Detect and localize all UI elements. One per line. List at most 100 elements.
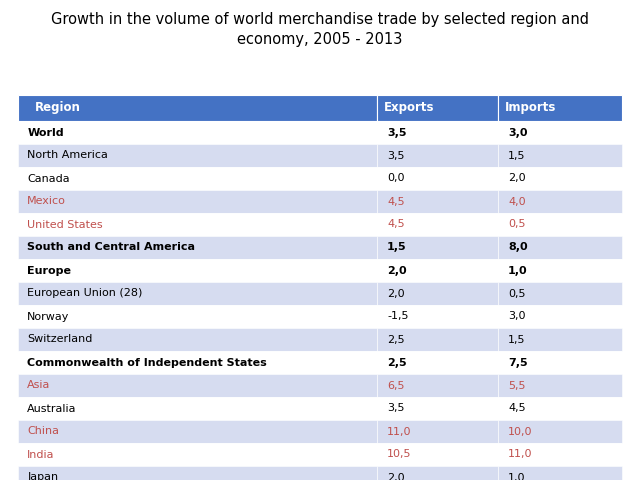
Bar bbox=[498, 420, 622, 443]
Text: 0,5: 0,5 bbox=[508, 219, 525, 229]
Bar bbox=[498, 95, 622, 121]
Bar bbox=[378, 121, 498, 144]
Text: 7,5: 7,5 bbox=[508, 358, 528, 368]
Text: Region: Region bbox=[35, 101, 80, 115]
Text: 1,5: 1,5 bbox=[508, 335, 525, 345]
Bar bbox=[498, 397, 622, 420]
Text: 10,0: 10,0 bbox=[508, 427, 532, 436]
Bar bbox=[498, 374, 622, 397]
Bar bbox=[18, 144, 378, 167]
Bar bbox=[378, 167, 498, 190]
Text: Switzerland: Switzerland bbox=[27, 335, 93, 345]
Bar bbox=[378, 213, 498, 236]
Bar bbox=[378, 328, 498, 351]
Bar bbox=[498, 443, 622, 466]
Bar bbox=[18, 282, 378, 305]
Bar bbox=[18, 351, 378, 374]
Bar bbox=[18, 305, 378, 328]
Text: 4,5: 4,5 bbox=[387, 196, 404, 206]
Bar bbox=[378, 305, 498, 328]
Text: 6,5: 6,5 bbox=[387, 381, 404, 391]
Text: Asia: Asia bbox=[27, 381, 51, 391]
Text: 11,0: 11,0 bbox=[387, 427, 412, 436]
Text: 3,5: 3,5 bbox=[387, 151, 404, 160]
Text: Japan: Japan bbox=[27, 472, 58, 480]
Text: India: India bbox=[27, 449, 54, 459]
Text: 0,5: 0,5 bbox=[508, 288, 525, 299]
Text: Europe: Europe bbox=[27, 265, 71, 276]
Bar bbox=[378, 95, 498, 121]
Bar bbox=[498, 305, 622, 328]
Bar bbox=[498, 213, 622, 236]
Text: North America: North America bbox=[27, 151, 108, 160]
Bar bbox=[498, 236, 622, 259]
Bar bbox=[378, 351, 498, 374]
Text: 1,5: 1,5 bbox=[508, 151, 525, 160]
Text: 4,5: 4,5 bbox=[508, 404, 525, 413]
Bar bbox=[18, 167, 378, 190]
Bar bbox=[498, 282, 622, 305]
Text: -1,5: -1,5 bbox=[387, 312, 408, 322]
Bar bbox=[18, 121, 378, 144]
Bar bbox=[378, 420, 498, 443]
Text: Norway: Norway bbox=[27, 312, 70, 322]
Bar bbox=[378, 144, 498, 167]
Text: Mexico: Mexico bbox=[27, 196, 66, 206]
Bar bbox=[378, 374, 498, 397]
Text: Australia: Australia bbox=[27, 404, 77, 413]
Text: 10,5: 10,5 bbox=[387, 449, 412, 459]
Bar bbox=[18, 236, 378, 259]
Text: United States: United States bbox=[27, 219, 103, 229]
Bar bbox=[378, 443, 498, 466]
Text: 1,0: 1,0 bbox=[508, 472, 525, 480]
Bar bbox=[378, 259, 498, 282]
Bar bbox=[18, 420, 378, 443]
Text: China: China bbox=[27, 427, 59, 436]
Bar bbox=[18, 95, 378, 121]
Bar bbox=[498, 259, 622, 282]
Bar bbox=[498, 144, 622, 167]
Text: 0,0: 0,0 bbox=[387, 173, 404, 183]
Bar bbox=[18, 190, 378, 213]
Text: 3,0: 3,0 bbox=[508, 128, 527, 137]
Bar bbox=[18, 259, 378, 282]
Bar bbox=[378, 190, 498, 213]
Bar bbox=[498, 167, 622, 190]
Bar bbox=[18, 328, 378, 351]
Bar bbox=[378, 282, 498, 305]
Text: South and Central America: South and Central America bbox=[27, 242, 195, 252]
Bar bbox=[498, 121, 622, 144]
Text: Growth in the volume of world merchandise trade by selected region and
economy, : Growth in the volume of world merchandis… bbox=[51, 12, 589, 47]
Text: Commonwealth of Independent States: Commonwealth of Independent States bbox=[27, 358, 267, 368]
Text: 11,0: 11,0 bbox=[508, 449, 532, 459]
Bar bbox=[18, 443, 378, 466]
Text: 2,0: 2,0 bbox=[508, 173, 525, 183]
Text: 3,5: 3,5 bbox=[387, 128, 406, 137]
Text: 4,0: 4,0 bbox=[508, 196, 525, 206]
Bar bbox=[498, 466, 622, 480]
Bar bbox=[498, 351, 622, 374]
Bar bbox=[18, 466, 378, 480]
Bar bbox=[18, 397, 378, 420]
Bar bbox=[378, 397, 498, 420]
Text: Exports: Exports bbox=[384, 101, 435, 115]
Text: Canada: Canada bbox=[27, 173, 70, 183]
Text: 8,0: 8,0 bbox=[508, 242, 528, 252]
Text: Imports: Imports bbox=[505, 101, 557, 115]
Text: European Union (28): European Union (28) bbox=[27, 288, 143, 299]
Bar bbox=[498, 328, 622, 351]
Text: 2,5: 2,5 bbox=[387, 335, 404, 345]
Text: 3,0: 3,0 bbox=[508, 312, 525, 322]
Text: 4,5: 4,5 bbox=[387, 219, 404, 229]
Bar bbox=[18, 213, 378, 236]
Bar bbox=[378, 236, 498, 259]
Bar bbox=[378, 466, 498, 480]
Text: 2,0: 2,0 bbox=[387, 472, 404, 480]
Bar bbox=[498, 190, 622, 213]
Text: 5,5: 5,5 bbox=[508, 381, 525, 391]
Text: 3,5: 3,5 bbox=[387, 404, 404, 413]
Text: 2,0: 2,0 bbox=[387, 265, 406, 276]
Bar bbox=[18, 374, 378, 397]
Text: 2,0: 2,0 bbox=[387, 288, 404, 299]
Text: 1,0: 1,0 bbox=[508, 265, 528, 276]
